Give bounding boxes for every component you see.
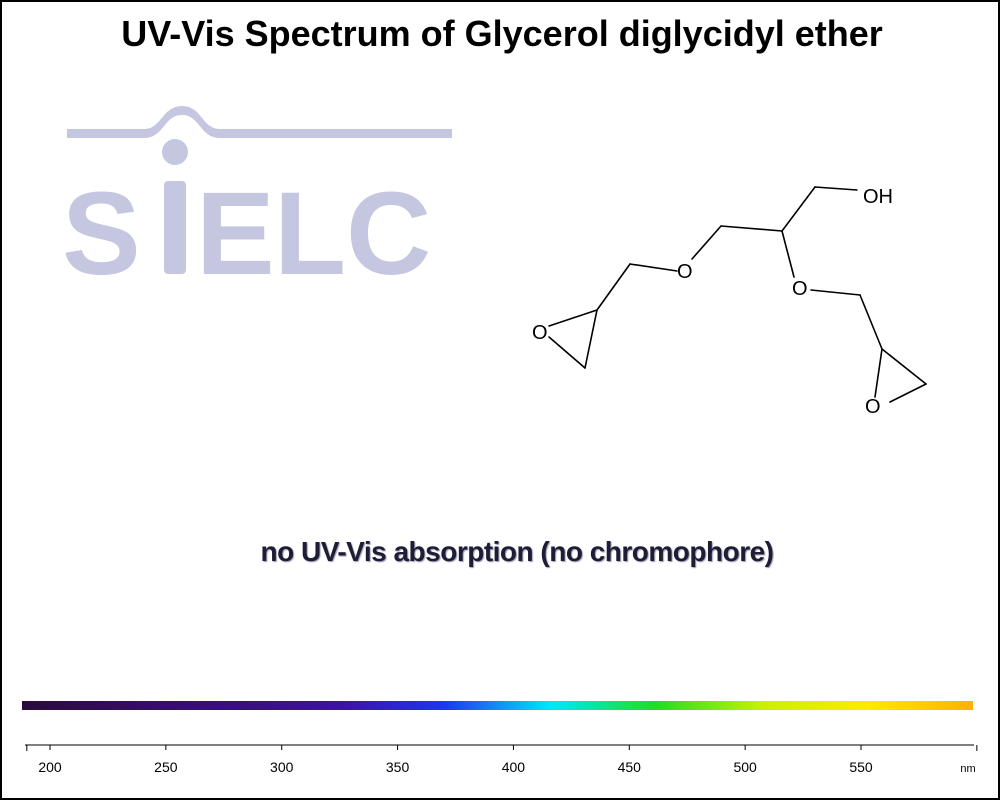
- label-epoxide-oxygen-2: O: [865, 396, 881, 418]
- logo-letter-e: E: [196, 168, 275, 282]
- label-ether-oxygen-1: O: [677, 261, 693, 283]
- x-tick-label: 350: [386, 759, 410, 775]
- wavelength-axis: nm 200 250 300 350 400 450 500 550: [25, 744, 978, 775]
- x-tick-label: 300: [270, 759, 294, 775]
- x-tick-label: 500: [733, 759, 757, 775]
- spectrum-color-bar: [22, 701, 973, 710]
- no-absorption-note: no UV-Vis absorption (no chromophore): [260, 536, 775, 567]
- logo-letter-l: L: [274, 168, 346, 282]
- x-tick-label: 250: [154, 759, 178, 775]
- label-epoxide-oxygen-1: O: [532, 322, 548, 344]
- x-tick-label: 450: [618, 759, 642, 775]
- label-ether-oxygen-2: O: [792, 278, 808, 300]
- x-tick-label: 550: [849, 759, 873, 775]
- logo-letter-c: C: [346, 168, 431, 282]
- axis-unit-label: nm: [960, 763, 975, 775]
- chart-title: UV-Vis Spectrum of Glycerol diglycidyl e…: [121, 13, 883, 54]
- sielc-logo: S E L C: [62, 106, 452, 282]
- logo-letter-s: S: [62, 168, 141, 282]
- x-tick-label: 200: [38, 759, 62, 775]
- x-tick-label: 400: [502, 759, 526, 775]
- label-hydroxyl: OH: [863, 186, 893, 208]
- chemical-structure: OH O O O O: [532, 186, 927, 418]
